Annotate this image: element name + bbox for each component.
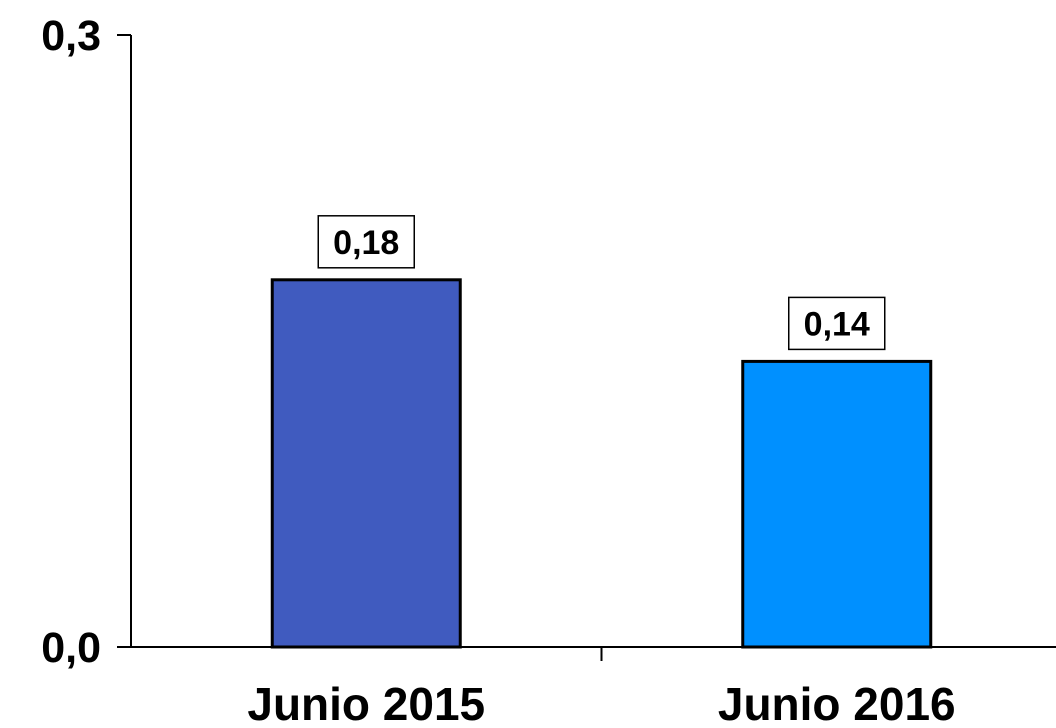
ticks-layer: 0,0 0,3 bbox=[41, 12, 603, 672]
data-label-box bbox=[788, 296, 886, 351]
bar bbox=[270, 278, 462, 649]
bar bbox=[741, 359, 933, 649]
x-category-label: Junio 2016 bbox=[718, 678, 956, 728]
data-label: 0,18 bbox=[333, 224, 399, 262]
bars-layer bbox=[270, 278, 933, 649]
axes-layer bbox=[130, 35, 1056, 648]
x-category-label: Junio 2015 bbox=[247, 678, 485, 728]
y-tick-label: 0,3 bbox=[41, 12, 101, 60]
labels-layer: 0,18 Junio 2015 0,14 Junio 2016 bbox=[247, 215, 956, 728]
data-label-box bbox=[317, 215, 415, 269]
y-tick-label: 0,0 bbox=[41, 624, 101, 672]
data-label: 0,14 bbox=[804, 305, 870, 343]
